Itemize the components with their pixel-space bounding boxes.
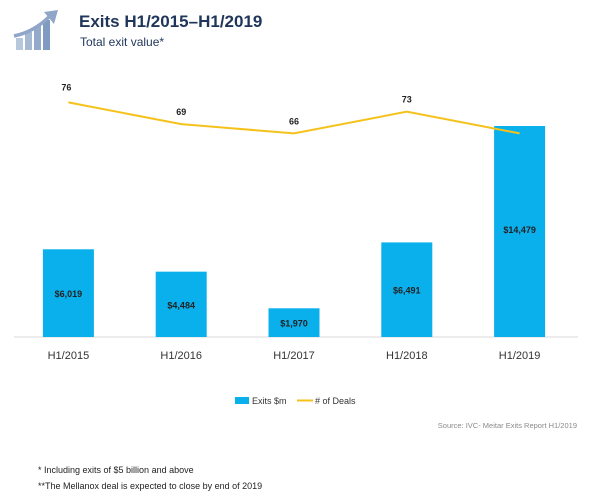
x-tick-label: H1/2017 — [273, 350, 315, 362]
x-tick-label: H1/2019 — [499, 350, 541, 362]
legend-swatch-bar — [235, 397, 249, 404]
header: Exits H1/2015–H1/2019 Total exit value* — [0, 0, 589, 60]
page-title: Exits H1/2015–H1/2019 — [79, 12, 263, 31]
bar-value-label: $6,491 — [393, 286, 421, 296]
source-note: Source: IVC- Meitar Exits Report H1/2019 — [437, 421, 577, 430]
page-subtitle: Total exit value* — [80, 35, 165, 49]
deals-value-label: 76 — [61, 82, 71, 92]
deals-value-label: 69 — [176, 107, 186, 117]
bar — [381, 242, 433, 337]
footnote: * Including exits of $5 billion and abov… — [38, 465, 194, 475]
x-tick-label: H1/2016 — [160, 350, 202, 362]
deals-value-label: 73 — [402, 95, 412, 105]
growth-chart-logo-icon — [13, 10, 58, 50]
legend-label: # of Deals — [315, 396, 356, 406]
bar — [268, 308, 320, 337]
bar-value-label: $14,479 — [503, 225, 536, 235]
footnotes: * Including exits of $5 billion and abov… — [38, 465, 578, 497]
x-tick-label: H1/2018 — [386, 350, 428, 362]
x-tick-label: H1/2015 — [48, 350, 90, 362]
bar-value-label: $1,970 — [280, 319, 308, 329]
exits-chart: $6,019 $4,484 $1,970 $6,491 $14,479 76 69 66 73 6… — [14, 82, 578, 406]
footnote: **The Mellanox deal is expected to close… — [38, 481, 263, 491]
deals-value-label: 66 — [289, 116, 299, 126]
legend-label: Exits $m — [252, 396, 287, 406]
bar — [155, 271, 207, 337]
bar-value-label: $6,019 — [55, 289, 83, 299]
bar-value-label: $4,484 — [167, 300, 195, 310]
bar — [494, 126, 546, 337]
bar — [42, 249, 94, 337]
deals-line — [68, 101, 520, 135]
deals-value-label: 66 — [515, 116, 525, 126]
